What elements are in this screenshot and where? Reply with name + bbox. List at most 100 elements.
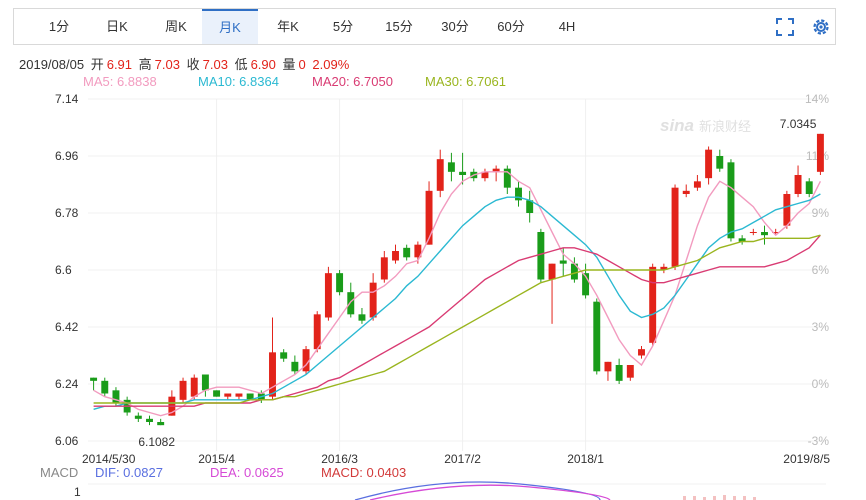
candle-body <box>347 292 355 315</box>
open-label: 开 <box>90 57 104 72</box>
candle-body <box>190 377 198 397</box>
low-value: 6.90 <box>250 57 276 72</box>
candle-body <box>682 190 690 194</box>
candle-body <box>727 162 735 239</box>
low-label: 低 <box>234 57 248 72</box>
tab-year-k[interactable]: 年K <box>277 19 299 34</box>
ma-lines <box>93 171 822 417</box>
candle-body <box>582 273 590 296</box>
candle-body <box>280 352 288 359</box>
candle <box>436 149 444 198</box>
candle <box>526 190 534 223</box>
candle-body <box>213 390 221 397</box>
candle <box>727 159 735 242</box>
candle <box>716 149 724 172</box>
candle <box>347 282 355 318</box>
percent-tick: 14% <box>805 92 829 106</box>
candle-body <box>783 194 791 226</box>
candle-body <box>112 390 120 403</box>
candle-body <box>761 232 768 236</box>
dea-label: DEA: 0.0625 <box>210 465 284 480</box>
candle-body <box>246 393 254 400</box>
candle-body <box>671 187 679 267</box>
macd-bar <box>683 496 686 500</box>
candle-body <box>157 422 165 426</box>
price-tick: 6.78 <box>55 206 79 220</box>
tab-month-k[interactable]: 月K <box>202 9 258 44</box>
dif-label: DIF: 0.0827 <box>95 465 163 480</box>
price-tick: 7.14 <box>55 92 79 106</box>
percent-tick: 3% <box>812 320 830 334</box>
candle <box>179 377 187 403</box>
chart-grid <box>88 98 826 451</box>
settings-icon[interactable] <box>811 17 831 37</box>
candle-body <box>805 181 813 194</box>
watermark-text: 新浪财经 <box>699 119 751 135</box>
date-tick: 2016/3 <box>321 452 358 466</box>
candle-body <box>447 162 455 172</box>
candle <box>269 317 276 400</box>
max-annotation: 7.0345 <box>780 117 817 131</box>
candle-body <box>146 418 153 422</box>
candle <box>660 263 668 274</box>
candle <box>615 358 623 384</box>
candle <box>593 298 601 375</box>
price-tick: 6.96 <box>55 149 79 163</box>
tab-week-k[interactable]: 周K <box>165 19 187 34</box>
candle <box>358 308 366 324</box>
fullscreen-icon[interactable] <box>775 17 795 37</box>
close-label: 收 <box>186 57 200 72</box>
candle-body <box>291 361 299 372</box>
ma30-label: MA30: 6.7061 <box>425 74 506 89</box>
candle-body <box>693 181 701 188</box>
tab-4h[interactable]: 4H <box>558 19 576 34</box>
candle <box>537 228 545 283</box>
candle <box>224 393 232 400</box>
candle-body <box>90 377 98 381</box>
percent-tick: 0% <box>812 377 830 391</box>
candle <box>134 412 142 422</box>
tab-30min[interactable]: 30分 <box>441 19 469 34</box>
candle-body <box>224 393 232 397</box>
tab-5min[interactable]: 5分 <box>332 19 354 34</box>
candle <box>447 152 455 182</box>
candle-body <box>425 190 433 245</box>
candle <box>425 181 433 245</box>
date-tick: 2014/5/30 <box>82 452 136 466</box>
sina-logo-icon: sina <box>660 116 694 135</box>
ma10-label: MA10: 6.8364 <box>198 74 279 89</box>
candle <box>459 152 467 185</box>
candle-body <box>358 314 366 321</box>
candle-body <box>772 232 780 233</box>
tab-15min[interactable]: 15分 <box>385 19 413 34</box>
candle-body <box>515 187 522 201</box>
tab-60min[interactable]: 60分 <box>497 19 525 34</box>
macd-y-tick: 1 <box>74 485 81 499</box>
tab-day-k[interactable]: 日K <box>106 19 128 34</box>
ma10-line <box>93 193 821 410</box>
candle <box>794 165 802 198</box>
candle-body <box>324 273 332 318</box>
candle <box>783 190 791 229</box>
tab-1min[interactable]: 1分 <box>48 19 70 34</box>
candle <box>403 244 411 261</box>
candle-body <box>369 282 377 318</box>
candle <box>246 393 254 400</box>
candle-body <box>336 273 344 293</box>
min-annotation: 6.1082 <box>138 435 175 449</box>
candle <box>302 346 310 375</box>
candle <box>515 181 522 207</box>
date-tick: 2015/4 <box>198 452 235 466</box>
candle-body <box>660 266 668 270</box>
candle <box>604 361 612 381</box>
candle <box>235 393 243 400</box>
date-tick: 2018/1 <box>567 452 604 466</box>
candle-body <box>604 361 612 372</box>
high-label: 高 <box>138 57 152 72</box>
candle <box>146 415 153 426</box>
candle-body <box>380 257 388 280</box>
percent-tick: -3% <box>808 434 830 448</box>
macd-bar <box>703 497 706 500</box>
candle <box>805 178 813 198</box>
